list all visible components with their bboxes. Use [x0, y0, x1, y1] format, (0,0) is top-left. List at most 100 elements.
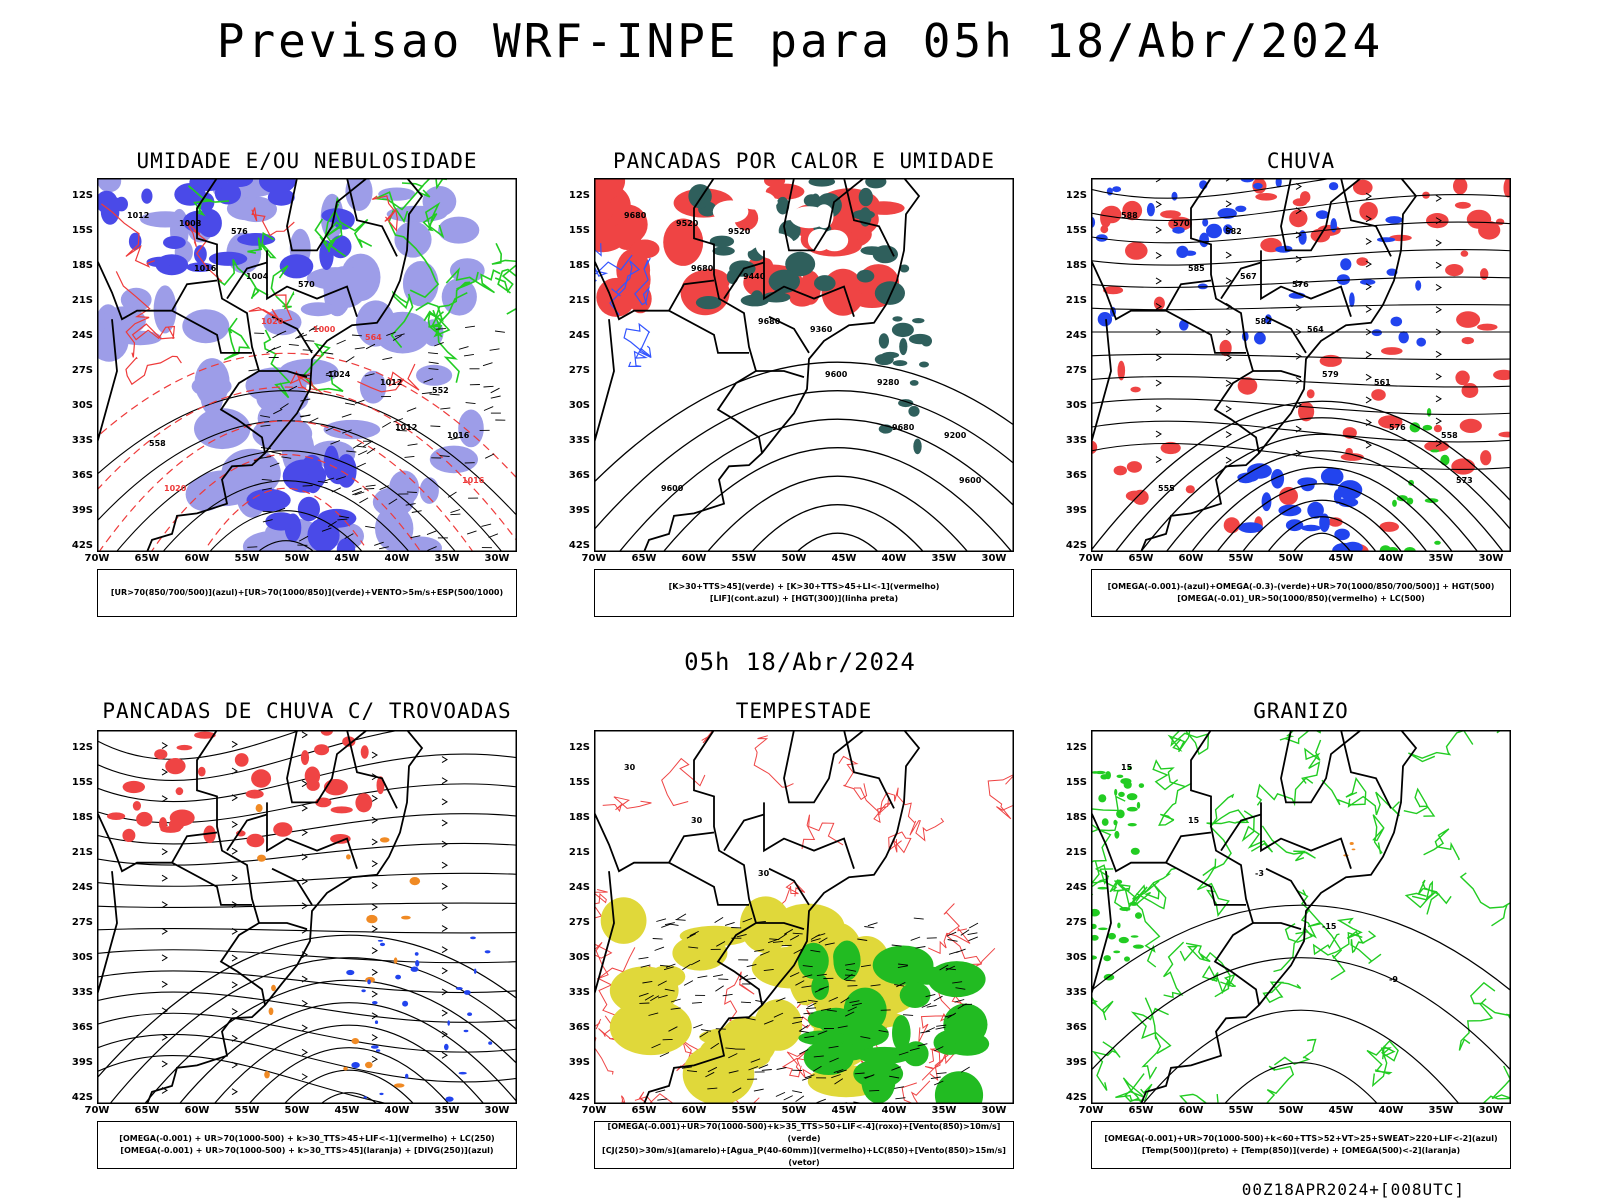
stream-arrow	[1435, 350, 1442, 358]
wind-vector	[836, 1069, 847, 1074]
rain-fill-blue	[1416, 337, 1426, 347]
stream-arrow	[371, 1055, 378, 1063]
wind-vector	[262, 510, 273, 513]
contour-label: -3	[1255, 869, 1264, 878]
humidity-fill-dark	[100, 199, 120, 225]
legend-line: [CJ(250)>30m/s](amarelo)+[Agua_P(40-60mm…	[602, 1146, 1006, 1167]
stream-arrow	[1365, 396, 1372, 404]
humidity-fill-light	[194, 358, 230, 407]
map-frame	[97, 730, 517, 1104]
wind-vector	[903, 1014, 914, 1016]
thunderstorm-fill-orange	[401, 915, 411, 920]
rain-fill-blue	[1254, 332, 1266, 345]
wind-vector	[428, 352, 439, 355]
lon-tick-label: 45W	[831, 553, 857, 564]
wind-vector	[796, 1000, 807, 1004]
map-frame	[97, 178, 517, 552]
thunderstorm-fill-red	[246, 833, 265, 848]
wind-vector	[954, 999, 965, 1003]
wind-vector	[843, 973, 853, 981]
thunderstorm-fill-red	[342, 736, 356, 747]
rain-fill-red	[1356, 257, 1369, 266]
humidity-fill-dark	[302, 454, 322, 476]
contour-label: 30	[758, 869, 770, 878]
wind-vector	[851, 1002, 862, 1007]
pressure-contour	[97, 390, 517, 517]
wind-vector	[802, 974, 813, 978]
wind-vector	[933, 995, 943, 1002]
humidity-fill-dark	[141, 188, 153, 204]
stream-arrow	[371, 947, 378, 955]
rain-fill-green	[1434, 540, 1441, 545]
wind-vector	[356, 445, 367, 448]
thunderstorm-fill-orange	[257, 854, 266, 862]
stream-arrow	[1435, 395, 1442, 403]
state-border	[667, 279, 749, 354]
temp850-dense	[1118, 936, 1129, 944]
wind-fill-green	[843, 987, 887, 1033]
wind-vector	[810, 934, 820, 940]
stream-arrow	[1365, 328, 1372, 336]
instability-fill-green	[858, 187, 873, 207]
stream-arrow	[371, 1034, 378, 1041]
wind-fill-green	[803, 1040, 854, 1075]
wind-vector	[831, 1074, 841, 1079]
wind-vector	[793, 1016, 804, 1019]
lc850-contour-red	[594, 889, 608, 919]
stream-arrow	[1155, 303, 1162, 310]
wind-vector	[344, 533, 354, 539]
wind-vector	[359, 497, 369, 504]
wind-vector	[718, 978, 729, 980]
temp850-contour-green	[1408, 730, 1474, 763]
wind-vector	[670, 1007, 681, 1010]
divergence-fill-blue	[455, 987, 463, 990]
rain-fill-blue	[1340, 258, 1352, 271]
rain-fill-red	[1433, 424, 1442, 433]
legend-box: [OMEGA(-0.001) + UR>70(1000-500) + k>30_…	[97, 1121, 517, 1169]
map-frame	[1091, 178, 1511, 552]
stream-arrow	[1365, 260, 1372, 268]
humidity-fill-dark	[336, 454, 357, 488]
wind-fill-green	[934, 1071, 984, 1104]
wind-vector	[803, 1012, 814, 1015]
thunderstorm-fill-orange	[366, 914, 378, 924]
wind-vector	[670, 998, 681, 1003]
wind-vector	[434, 341, 444, 347]
wind-vector	[489, 348, 500, 351]
temp850-contour-green	[1404, 880, 1436, 909]
wind-vector	[682, 963, 691, 971]
rain-fill-red	[1237, 377, 1258, 395]
state-border	[1091, 811, 1166, 873]
contour-label: 570	[1173, 219, 1190, 228]
lat-tick-label: 33S	[568, 435, 590, 446]
wind-vector	[847, 1006, 857, 1012]
instability-fill-green	[740, 294, 770, 307]
wind-vector	[269, 462, 280, 468]
instability-fill-green	[892, 316, 903, 322]
humidity-contour-green	[491, 242, 517, 315]
humidity-fill-light	[449, 258, 485, 283]
wind-vector	[795, 980, 805, 986]
lon-tick-label: 50W	[284, 553, 310, 564]
lat-tick-label: 33S	[1065, 987, 1087, 998]
jet-fill-yellow	[682, 1043, 755, 1104]
stream-arrow	[371, 816, 378, 824]
contour-label: 1024	[328, 370, 351, 379]
thunderstorm-fill-red	[122, 828, 136, 842]
streamline	[1091, 376, 1511, 388]
wind-vector	[356, 462, 366, 468]
wind-fill-green	[798, 942, 829, 979]
wind-vector	[891, 1066, 901, 1071]
wind-vector	[946, 931, 957, 937]
streamline	[97, 842, 517, 866]
humidity-fill-light	[153, 285, 177, 334]
thunderstorm-fill-red	[360, 745, 369, 759]
stream-arrow	[301, 731, 308, 739]
stream-arrow	[1295, 255, 1302, 263]
thunderstorm-fill-red	[160, 826, 181, 833]
lon-tick-label: 65W	[631, 553, 657, 564]
contour-label: 1016	[194, 264, 217, 273]
wind-vector	[652, 938, 663, 940]
wind-vector	[854, 1072, 865, 1075]
wind-vector	[379, 546, 389, 550]
